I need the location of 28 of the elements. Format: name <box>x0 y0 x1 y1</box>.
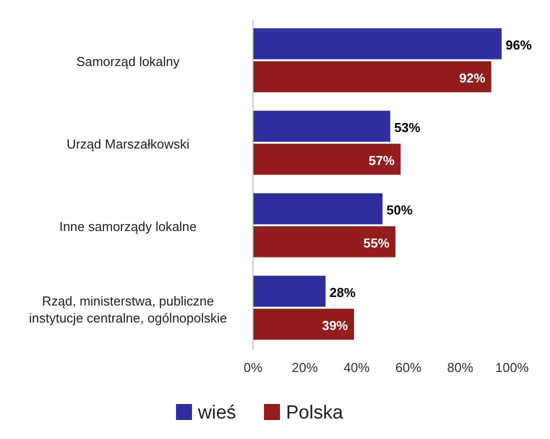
text: 92% <box>459 70 486 86</box>
text: 53% <box>394 120 420 135</box>
y-tick-label: Urząd Marszałkowski <box>66 136 190 152</box>
x-tick-label: 0% <box>244 360 263 375</box>
bar <box>253 226 396 258</box>
legend-label: Polska <box>286 402 344 424</box>
x-tick-label: 40% <box>344 360 370 375</box>
bar <box>253 308 354 340</box>
x-tick-label: 80% <box>447 360 474 375</box>
bar <box>253 144 401 175</box>
bar <box>253 276 326 307</box>
bar <box>253 193 382 224</box>
text: 57% <box>368 152 395 168</box>
bar <box>253 61 492 92</box>
y-tick-label: Rząd, ministerstwa, publiczne instytucje centralne, ogólnopolskie <box>28 293 228 326</box>
text: 39% <box>322 318 348 333</box>
bar <box>253 28 502 60</box>
text: 55% <box>363 235 390 250</box>
x-tick-label: 100% <box>495 360 530 375</box>
legend-label: wieś <box>197 402 236 424</box>
y-tick-label: Inne samorządy lokalne <box>59 218 197 234</box>
bar <box>253 110 390 142</box>
x-tick-label: 20% <box>292 360 318 375</box>
text: 28% <box>330 284 356 300</box>
y-tick-label: Samorząd lokalny <box>76 54 180 69</box>
x-tick-label: 60% <box>395 360 422 375</box>
text: 96% <box>506 37 532 52</box>
text: 50% <box>386 202 413 218</box>
